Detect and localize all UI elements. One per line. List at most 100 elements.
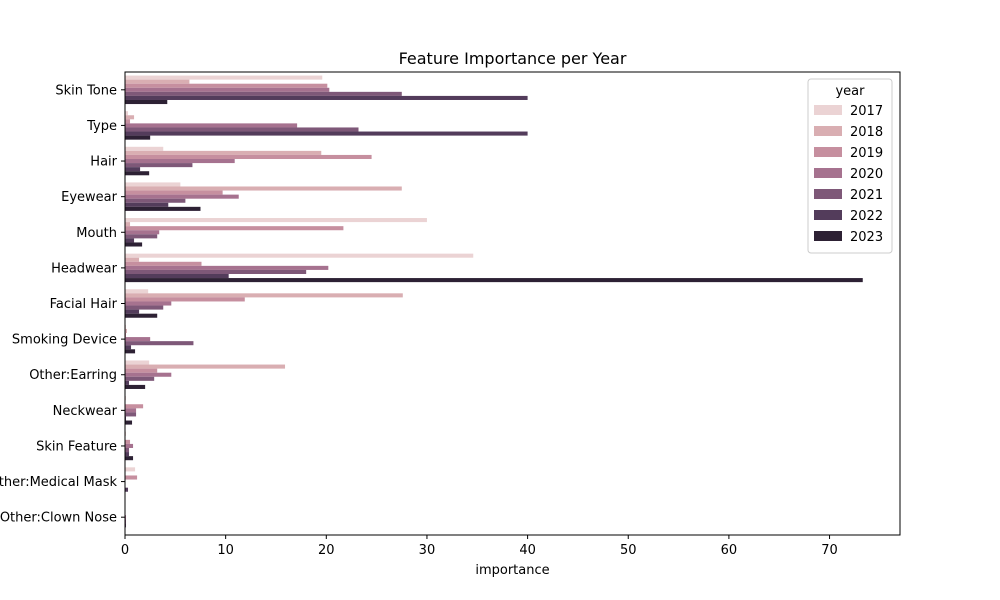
y-tick-label: Eyewear [61, 190, 118, 205]
bar-mouth-2017 [125, 218, 427, 223]
bar-skin-feature-2020 [125, 443, 134, 448]
bars-layer [125, 75, 863, 528]
bar-other-clown-nose-2021 [125, 519, 127, 524]
bar-smoking-device-2018 [125, 328, 128, 334]
bar-skin-tone-2018 [125, 79, 190, 84]
bar-smoking-device-2021 [125, 341, 194, 346]
bar-neckwear-2020 [125, 408, 137, 413]
legend-swatch-2018 [814, 126, 842, 136]
legend-swatch-2023 [814, 231, 842, 241]
bar-headwear-2022 [125, 273, 229, 279]
bar-other-clown-nose-2020 [125, 515, 127, 520]
bar-eyewear-2017 [125, 182, 181, 187]
y-tick-label: Type [86, 119, 117, 134]
x-axis-label: importance [475, 563, 549, 578]
bar-smoking-device-2017 [125, 324, 127, 329]
y-tick-label: Other:Clown Nose [0, 511, 117, 526]
legend-swatch-2017 [814, 105, 842, 115]
y-tick-label: Headwear [51, 261, 118, 276]
y-tick-label: Facial Hair [50, 297, 118, 312]
y-axis-ticks: Skin Tone Type Hair Eyewear Mouth Headwear Fac… [0, 83, 125, 526]
bar-skin-feature-2017 [125, 431, 127, 436]
bar-other-earring-2019 [125, 368, 158, 373]
bar-hair-2021 [125, 163, 193, 168]
bar-other-medical-mask-2019 [125, 475, 138, 480]
x-tick-label: 0 [121, 543, 129, 558]
bar-other-earring-2022 [125, 380, 130, 385]
bar-headwear-2023 [125, 278, 863, 283]
bar-headwear-2020 [125, 265, 329, 270]
bar-other-medical-mask-2017 [125, 467, 136, 472]
legend-swatch-2021 [814, 189, 842, 199]
bar-neckwear-2022 [125, 416, 127, 421]
legend-title: year [835, 84, 865, 99]
x-tick-label: 60 [721, 543, 738, 558]
bar-skin-feature-2021 [125, 447, 130, 453]
bar-neckwear-2017 [125, 396, 127, 401]
y-tick-label: Skin Tone [55, 83, 117, 98]
bar-skin-feature-2022 [125, 452, 130, 457]
bar-other-clown-nose-2022 [125, 523, 127, 528]
legend-swatch-2019 [814, 147, 842, 157]
bar-facial-hair-2020 [125, 301, 172, 306]
legend-label-2023: 2023 [850, 230, 883, 245]
bar-type-2020 [125, 123, 298, 128]
bar-hair-2018 [125, 150, 322, 155]
x-tick-label: 20 [318, 543, 335, 558]
legend-label-2020: 2020 [850, 167, 883, 182]
bar-eyewear-2022 [125, 202, 169, 207]
bar-skin-tone-2021 [125, 91, 402, 96]
bar-facial-hair-2018 [125, 293, 403, 298]
bar-other-earring-2023 [125, 384, 146, 389]
bar-skin-tone-2017 [125, 75, 323, 80]
bar-type-2023 [125, 135, 151, 140]
y-tick-label: Neckwear [53, 404, 118, 419]
bar-other-earring-2017 [125, 360, 150, 365]
bar-headwear-2019 [125, 261, 202, 266]
bar-smoking-device-2020 [125, 337, 151, 342]
bar-mouth-2018 [125, 222, 131, 227]
bar-skin-tone-2023 [125, 99, 168, 105]
bar-hair-2017 [125, 146, 164, 151]
y-tick-label: Other:Earring [29, 368, 117, 383]
bar-smoking-device-2023 [125, 349, 136, 354]
bar-hair-2019 [125, 154, 372, 160]
bar-skin-feature-2023 [125, 456, 134, 461]
bar-eyewear-2018 [125, 186, 402, 191]
bar-facial-hair-2019 [125, 297, 245, 302]
legend-items: 2017 2018 2019 2020 2021 2022 2023 [814, 104, 883, 245]
bar-headwear-2021 [125, 269, 307, 274]
y-tick-label: Skin Feature [36, 439, 117, 454]
bar-smoking-device-2022 [125, 345, 132, 350]
bar-mouth-2022 [125, 238, 135, 243]
bar-skin-tone-2020 [125, 87, 330, 92]
bar-facial-hair-2022 [125, 309, 140, 314]
bar-hair-2020 [125, 159, 235, 164]
bar-hair-2022 [125, 167, 141, 172]
legend-label-2017: 2017 [850, 104, 883, 119]
x-tick-label: 40 [519, 543, 536, 558]
legend-box [807, 78, 893, 254]
bar-eyewear-2019 [125, 190, 223, 195]
legend-label-2021: 2021 [850, 188, 883, 203]
bar-headwear-2017 [125, 253, 474, 258]
bar-neckwear-2019 [125, 404, 144, 409]
x-tick-label: 70 [821, 543, 838, 558]
bar-type-2022 [125, 131, 528, 136]
bar-other-earring-2020 [125, 372, 172, 377]
x-axis-ticks: 0 10 20 30 40 50 60 70 [121, 535, 838, 558]
bar-eyewear-2020 [125, 194, 239, 199]
bar-skin-feature-2019 [125, 439, 131, 444]
legend-swatch-2020 [814, 168, 842, 178]
bar-smoking-device-2019 [125, 333, 127, 338]
x-tick-label: 30 [419, 543, 436, 558]
bar-neckwear-2021 [125, 412, 137, 417]
bar-eyewear-2021 [125, 198, 186, 203]
bar-headwear-2018 [125, 257, 140, 262]
plot-frame [124, 71, 901, 536]
bar-eyewear-2023 [125, 206, 201, 211]
bar-facial-hair-2017 [125, 289, 149, 294]
bar-mouth-2023 [125, 242, 143, 247]
bar-other-earring-2018 [125, 364, 286, 369]
y-tick-label: Other:Medical Mask [0, 475, 117, 490]
